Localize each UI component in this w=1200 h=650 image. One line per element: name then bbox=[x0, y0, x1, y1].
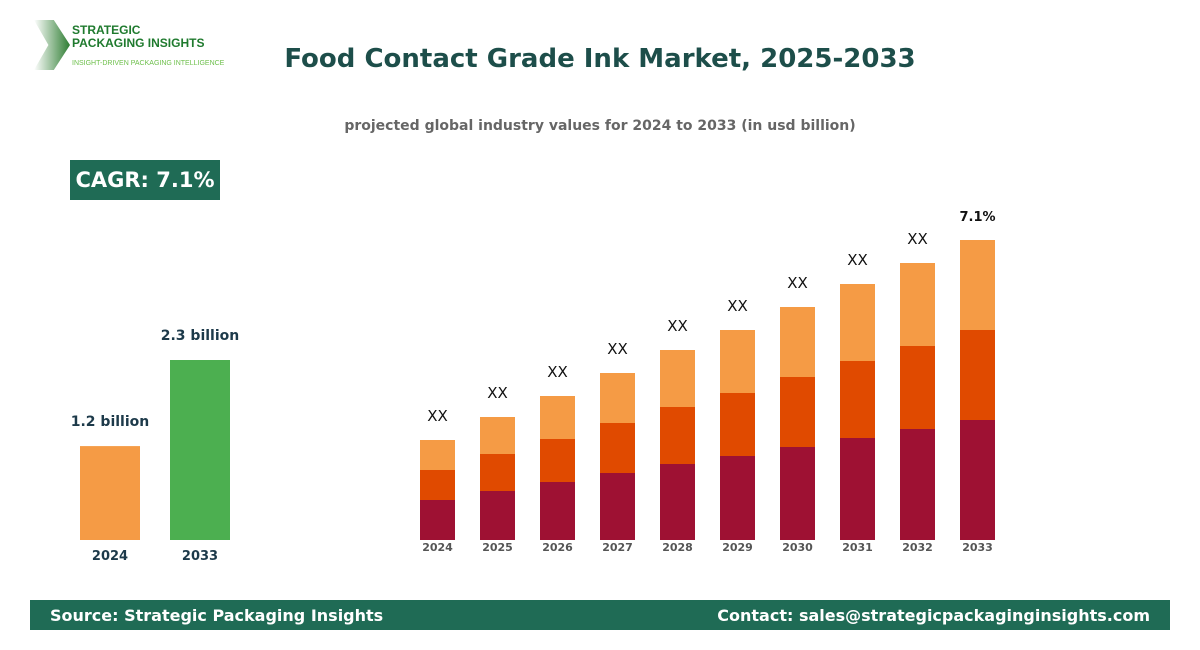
bar-segment-2030-1 bbox=[780, 377, 815, 447]
x-tick-label: 2024 bbox=[92, 549, 128, 564]
bar-segment-2024-2 bbox=[420, 440, 455, 470]
bar-segment-2028-2 bbox=[660, 350, 695, 407]
bar-segment-2025-2 bbox=[480, 417, 515, 454]
bar-segment-2031-2 bbox=[840, 284, 875, 361]
data-label: XX bbox=[427, 407, 448, 425]
bar-segment-2032-2 bbox=[900, 263, 935, 346]
source-text: Source: Strategic Packaging Insights bbox=[50, 605, 384, 625]
x-tick-label: 2033 bbox=[182, 549, 218, 564]
data-label: XX bbox=[607, 340, 628, 358]
bar-segment-2025-1 bbox=[480, 454, 515, 491]
bar-segment-2024-0 bbox=[420, 500, 455, 540]
x-tick-label: 2026 bbox=[542, 541, 573, 554]
bar-segment-2033-1 bbox=[960, 330, 995, 420]
data-label: XX bbox=[487, 384, 508, 402]
data-label: XX bbox=[547, 363, 568, 381]
data-label: 7.1% bbox=[959, 210, 995, 225]
bar-segment-2031-0 bbox=[840, 438, 875, 540]
bar-segment-2032-0 bbox=[900, 429, 935, 540]
x-tick-label: 2031 bbox=[842, 541, 873, 554]
logo: STRATEGIC PACKAGING INSIGHTS INSIGHT-DRIV… bbox=[30, 18, 230, 73]
data-label: XX bbox=[667, 317, 688, 335]
x-tick-label: 2027 bbox=[602, 541, 633, 554]
bar-segment-2031-1 bbox=[840, 361, 875, 438]
data-label: XX bbox=[727, 297, 748, 315]
x-tick-label: 2033 bbox=[962, 541, 993, 554]
bar-segment-2029-0 bbox=[720, 456, 755, 540]
footer: Source: Strategic Packaging Insights Con… bbox=[30, 600, 1170, 630]
bar-segment-2026-2 bbox=[540, 396, 575, 439]
bar-segment-2027-1 bbox=[600, 423, 635, 473]
bar-segment-2033-2 bbox=[960, 240, 995, 330]
bar-segment-2028-0 bbox=[660, 464, 695, 540]
bar-segment-2027-2 bbox=[600, 373, 635, 423]
chart-subtitle: projected global industry values for 202… bbox=[344, 118, 856, 134]
page-title: Food Contact Grade Ink Market, 2025-2033 bbox=[284, 44, 916, 74]
data-label: 2.3 billion bbox=[161, 328, 239, 344]
bar-segment-2030-0 bbox=[780, 447, 815, 540]
contact-text: Contact: sales@strategicpackaginginsight… bbox=[717, 605, 1150, 625]
x-tick-label: 2024 bbox=[422, 541, 453, 554]
bar-segment-2024-1 bbox=[420, 470, 455, 500]
bar-segment-2032-1 bbox=[900, 346, 935, 429]
logo-tagline: INSIGHT-DRIVEN PACKAGING INTELLIGENCE bbox=[72, 60, 225, 67]
bar-segment-2027-0 bbox=[600, 473, 635, 540]
bar-segment-2028-1 bbox=[660, 407, 695, 464]
cagr-badge: CAGR: 7.1% bbox=[70, 160, 220, 200]
charts: 1.2 billion 2024 2.3 billion 2033 XX 2024 XX 20… bbox=[71, 210, 996, 564]
bar-2024 bbox=[80, 446, 140, 540]
bar-segment-2026-0 bbox=[540, 482, 575, 540]
bar-segment-2030-2 bbox=[780, 307, 815, 377]
data-label: 1.2 billion bbox=[71, 414, 149, 430]
bar-segment-2033-0 bbox=[960, 420, 995, 540]
bar-segment-2029-2 bbox=[720, 330, 755, 393]
logo-text: STRATEGIC PACKAGING INSIGHTS bbox=[72, 23, 205, 50]
x-tick-label: 2030 bbox=[782, 541, 813, 554]
x-tick-label: 2029 bbox=[722, 541, 753, 554]
bar-2033 bbox=[170, 360, 230, 540]
bar-segment-2026-1 bbox=[540, 439, 575, 482]
bar-segment-2029-1 bbox=[720, 393, 755, 456]
data-label: XX bbox=[907, 230, 928, 248]
data-label: XX bbox=[787, 274, 808, 292]
x-tick-label: 2025 bbox=[482, 541, 513, 554]
x-tick-label: 2028 bbox=[662, 541, 693, 554]
bar-segment-2025-0 bbox=[480, 491, 515, 540]
x-tick-label: 2032 bbox=[902, 541, 933, 554]
data-label: XX bbox=[847, 251, 868, 269]
